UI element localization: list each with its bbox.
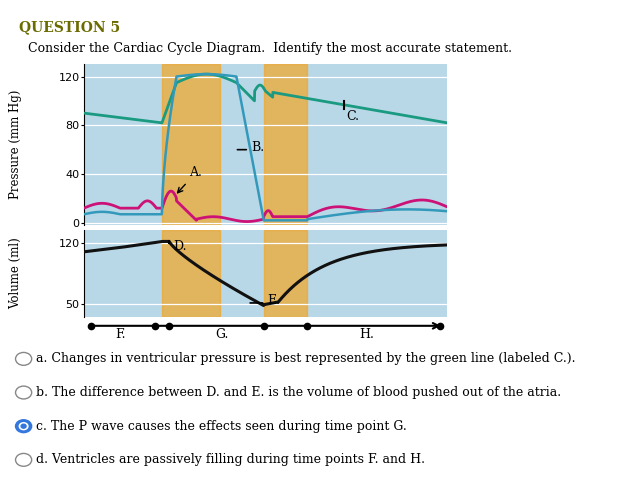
Text: Volume (ml): Volume (ml): [9, 238, 22, 309]
Text: B.: B.: [251, 141, 264, 154]
Text: F.: F.: [115, 328, 125, 341]
Bar: [162, 230, 220, 317]
Text: b. The difference between D. and E. is the volume of blood pushed out of the atr: b. The difference between D. and E. is t…: [36, 386, 561, 399]
Text: A.: A.: [178, 166, 202, 193]
Bar: [264, 64, 307, 225]
Text: G.: G.: [215, 328, 229, 341]
Bar: [264, 230, 307, 317]
Text: H.: H.: [360, 328, 374, 341]
Text: D.: D.: [173, 240, 186, 253]
Text: c. The P wave causes the effects seen during time point G.: c. The P wave causes the effects seen du…: [36, 420, 407, 433]
Text: QUESTION 5: QUESTION 5: [19, 20, 120, 34]
Text: E.: E.: [267, 294, 280, 307]
Text: C.: C.: [347, 110, 360, 123]
Text: a. Changes in ventricular pressure is best represented by the green line (labele: a. Changes in ventricular pressure is be…: [36, 352, 576, 365]
Text: d. Ventricles are passively filling during time points F. and H.: d. Ventricles are passively filling duri…: [36, 453, 425, 466]
Bar: [162, 64, 220, 225]
Text: Pressure (mm Hg): Pressure (mm Hg): [9, 90, 22, 199]
Text: Consider the Cardiac Cycle Diagram.  Identify the most accurate statement.: Consider the Cardiac Cycle Diagram. Iden…: [28, 42, 512, 55]
